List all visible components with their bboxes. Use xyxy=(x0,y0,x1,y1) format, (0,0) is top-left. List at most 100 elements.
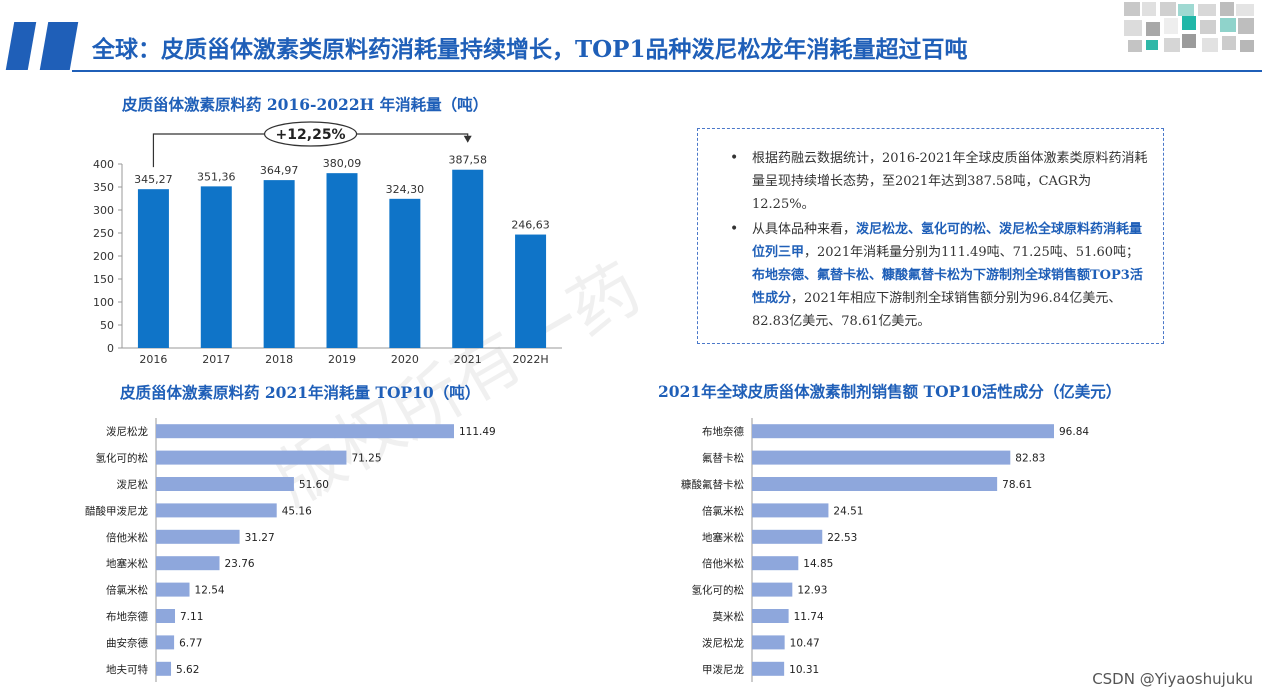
y-tick-label: 350 xyxy=(93,181,114,194)
data-label: 78.61 xyxy=(1002,479,1032,491)
category-label: 倍他米松 xyxy=(702,557,744,570)
category-label: 地塞米松 xyxy=(106,557,148,570)
bar xyxy=(752,529,823,544)
category-label: 地夫可特 xyxy=(106,663,148,676)
bar xyxy=(200,186,232,348)
chart3-title: 2021年全球皮质甾体激素制剂销售额 TOP10活性成分（亿美元） xyxy=(658,382,1122,401)
category-label: 倍氯米松 xyxy=(702,504,744,517)
top10-sales-chart: 布地奈德 96.84 氟替卡松 82.83 糠酸氟替卡松 78.61 倍氯米松 24.51 地塞… xyxy=(681,418,1089,682)
category-label: 泼尼松龙 xyxy=(106,425,148,438)
category-label: 曲安奈德 xyxy=(106,636,148,649)
data-label: 45.16 xyxy=(282,505,312,517)
data-label: 22.53 xyxy=(827,532,857,544)
data-label: 324,30 xyxy=(386,183,425,196)
bar xyxy=(156,503,277,518)
y-tick-label: 0 xyxy=(107,342,114,355)
data-label: 10.47 xyxy=(790,637,820,649)
bar xyxy=(752,424,1054,439)
data-label: 14.85 xyxy=(803,558,833,570)
summary-highlight-top3-api: 泼尼松龙、氢化可的松、泼尼松全球原料药消耗量位列三甲 xyxy=(752,222,1143,260)
bar xyxy=(156,450,347,465)
bar xyxy=(752,503,829,518)
bar xyxy=(156,477,294,491)
header-mosaic xyxy=(1120,0,1260,62)
data-label: 111.49 xyxy=(459,426,496,438)
header-accent-bar-2 xyxy=(39,22,79,70)
data-label: 7.11 xyxy=(180,611,203,623)
bar xyxy=(156,424,454,439)
header-accent-bar xyxy=(5,22,37,70)
bar xyxy=(137,189,169,348)
summary-list: 根据药融云数据统计，2016-2021年全球皮质甾体激素类原料药消耗量呈现持续增… xyxy=(724,147,1149,333)
y-tick-label: 100 xyxy=(93,296,114,309)
category-label: 泼尼松 xyxy=(117,478,149,491)
summary-bullet-2-values: ，2021年消耗量分别为111.49吨、71.25吨、51.60吨； xyxy=(804,245,1140,260)
data-label: 11.74 xyxy=(794,611,824,623)
y-tick-label: 250 xyxy=(93,227,114,240)
summary-bullet-2-sales: ，2021年相应下游制剂全球销售额分别为96.84亿美元、82.83亿美元、78… xyxy=(752,291,1122,329)
bar xyxy=(752,661,785,676)
y-tick-label: 150 xyxy=(93,273,114,286)
data-label: 10.31 xyxy=(789,664,819,676)
csdn-watermark: CSDN @Yiyaoshujuku xyxy=(1092,670,1253,688)
data-label: 6.77 xyxy=(179,637,202,649)
bar xyxy=(752,635,785,650)
data-label: 12.93 xyxy=(797,585,827,597)
category-label: 布地奈德 xyxy=(106,610,148,623)
top10-consumption-chart: 泼尼松龙 111.49 氢化可的松 71.25 泼尼松 51.60 醋酸甲泼尼龙 45.16 倍… xyxy=(85,418,496,682)
bar xyxy=(326,173,358,348)
category-label: 甲泼尼龙 xyxy=(702,663,744,676)
category-label: 醋酸甲泼尼龙 xyxy=(85,504,148,517)
x-tick-label: 2020 xyxy=(391,353,419,366)
data-label: 82.83 xyxy=(1015,453,1045,465)
category-label: 氟替卡松 xyxy=(702,452,744,465)
category-label: 布地奈德 xyxy=(702,425,744,438)
x-tick-label: 2019 xyxy=(328,353,356,366)
bar xyxy=(752,450,1011,465)
data-label: 71.25 xyxy=(351,453,381,465)
data-label: 51.60 xyxy=(299,479,329,491)
data-label: 5.62 xyxy=(176,664,199,676)
category-label: 地塞米松 xyxy=(702,531,744,544)
bar xyxy=(156,609,176,623)
data-label: 246,63 xyxy=(511,219,549,232)
summary-bullet-2-intro: 从具体品种来看， xyxy=(752,222,857,237)
x-tick-label: 2022H xyxy=(512,353,548,366)
summary-bullet-1-text: 根据药融云数据统计，2016-2021年全球皮质甾体激素类原料药消耗量呈现持续增… xyxy=(752,151,1148,212)
category-label: 倍氯米松 xyxy=(106,584,148,597)
x-tick-label: 2016 xyxy=(139,353,167,366)
category-label: 氢化可的松 xyxy=(692,584,745,597)
category-label: 氢化可的松 xyxy=(96,452,149,465)
category-label: 糠酸氟替卡松 xyxy=(681,478,744,491)
bar xyxy=(263,180,295,348)
summary-bullet-2: 从具体品种来看，泼尼松龙、氢化可的松、泼尼松全球原料药消耗量位列三甲，2021年… xyxy=(728,218,1149,333)
bar xyxy=(452,169,484,348)
y-tick-label: 200 xyxy=(93,250,114,263)
bar xyxy=(752,477,998,491)
bar xyxy=(156,582,190,597)
y-tick-label: 400 xyxy=(93,158,114,171)
chart1-title: 皮质甾体激素原料药 2016-2022H 年消耗量（吨） xyxy=(122,95,489,114)
bar xyxy=(752,556,799,571)
category-label: 倍他米松 xyxy=(106,531,148,544)
page-title: 全球：皮质甾体激素类原料药消耗量持续增长，TOP1品种泼尼松龙年消耗量超过百吨 xyxy=(92,36,968,63)
data-label: 345,27 xyxy=(134,173,173,186)
x-tick-label: 2021 xyxy=(454,353,482,366)
cagr-arrowhead xyxy=(463,135,472,143)
y-tick-label: 300 xyxy=(93,204,114,217)
x-tick-label: 2017 xyxy=(202,353,230,366)
summary-box: 根据药融云数据统计，2016-2021年全球皮质甾体激素类原料药消耗量呈现持续增… xyxy=(697,128,1164,344)
y-tick-label: 50 xyxy=(100,319,114,332)
data-label: 351,36 xyxy=(197,170,236,183)
bar xyxy=(156,635,175,650)
annual-consumption-chart: 0 50 100 150 200 250 300 350 400 345,27 2016 351,36… xyxy=(93,121,562,366)
bar xyxy=(752,609,789,623)
cagr-bubble xyxy=(263,121,358,147)
data-label: 23.76 xyxy=(225,558,255,570)
summary-bullet-1: 根据药融云数据统计，2016-2021年全球皮质甾体激素类原料药消耗量呈现持续增… xyxy=(728,147,1149,216)
bar xyxy=(389,198,421,348)
data-label: 31.27 xyxy=(245,532,275,544)
data-label: 364,97 xyxy=(260,164,299,177)
mosaic-pattern xyxy=(1124,2,1254,52)
x-tick-label: 2018 xyxy=(265,353,293,366)
